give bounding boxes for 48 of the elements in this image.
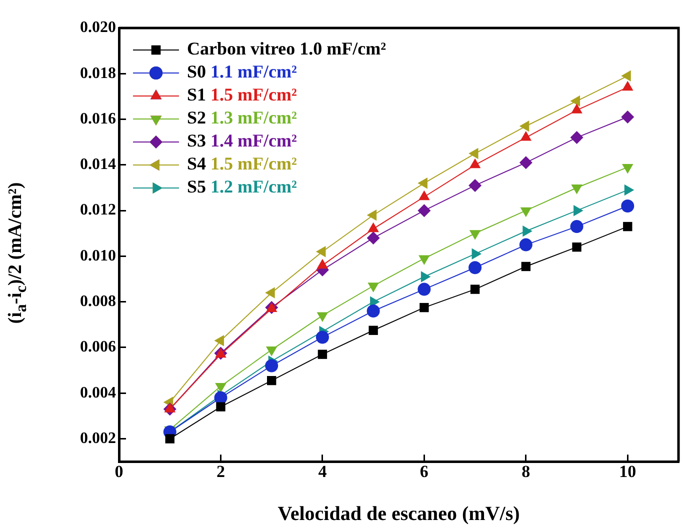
point	[519, 156, 532, 170]
point	[621, 110, 634, 124]
point	[468, 178, 482, 192]
x-tick-label: 8	[522, 462, 530, 482]
legend-label: S1 1.5 mF/cm²	[187, 84, 297, 105]
point	[570, 131, 584, 144]
y-tick-label: 0.016	[80, 110, 116, 128]
x-tick-label: 10	[619, 462, 636, 482]
point	[623, 222, 632, 232]
y-tick-label: 0.004	[80, 384, 116, 402]
point	[621, 200, 634, 213]
point	[420, 302, 429, 312]
point	[521, 262, 531, 272]
point	[519, 238, 532, 252]
point	[366, 231, 380, 244]
y-tick-label: 0.008	[80, 292, 116, 310]
point	[418, 204, 431, 218]
point	[216, 402, 226, 412]
point	[316, 330, 329, 344]
point	[570, 220, 584, 234]
legend-label: Carbon vitreo 1.0 mF/cm²	[187, 38, 386, 59]
point	[468, 261, 482, 274]
y-tick-label: 0.010	[80, 247, 116, 264]
legend-label: S3 1.4 mF/cm²	[187, 130, 297, 151]
y-tick-label: 0.020	[80, 19, 116, 36]
x-tick-label: 4	[318, 462, 328, 482]
y-tick-label: 0.006	[80, 338, 116, 356]
x-axis-title: Velocidad de escaneo (mV/s)	[278, 503, 520, 526]
point	[572, 242, 582, 252]
legend-label: S4 1.5 mF/cm²	[187, 154, 297, 174]
point	[266, 376, 276, 386]
point	[368, 326, 378, 335]
legend-label: S0 1.1 mF/cm²	[187, 62, 297, 82]
legend-label: S5 1.2 mF/cm²	[187, 176, 297, 197]
y-tick-label: 0.012	[80, 202, 116, 219]
y-tick-label: 0.018	[80, 64, 116, 82]
y-tick-label: 0.014	[80, 156, 116, 174]
x-tick-label: 0	[114, 462, 124, 482]
point	[318, 350, 328, 359]
x-tick-label: 2	[216, 462, 225, 482]
point	[366, 304, 380, 318]
y-tick-label: 0.002	[80, 430, 116, 447]
point	[165, 434, 174, 444]
point	[418, 282, 431, 296]
point	[265, 359, 278, 372]
point	[470, 284, 480, 294]
legend-label: S2 1.3 mF/cm²	[187, 108, 297, 128]
x-tick-label: 6	[420, 462, 428, 482]
